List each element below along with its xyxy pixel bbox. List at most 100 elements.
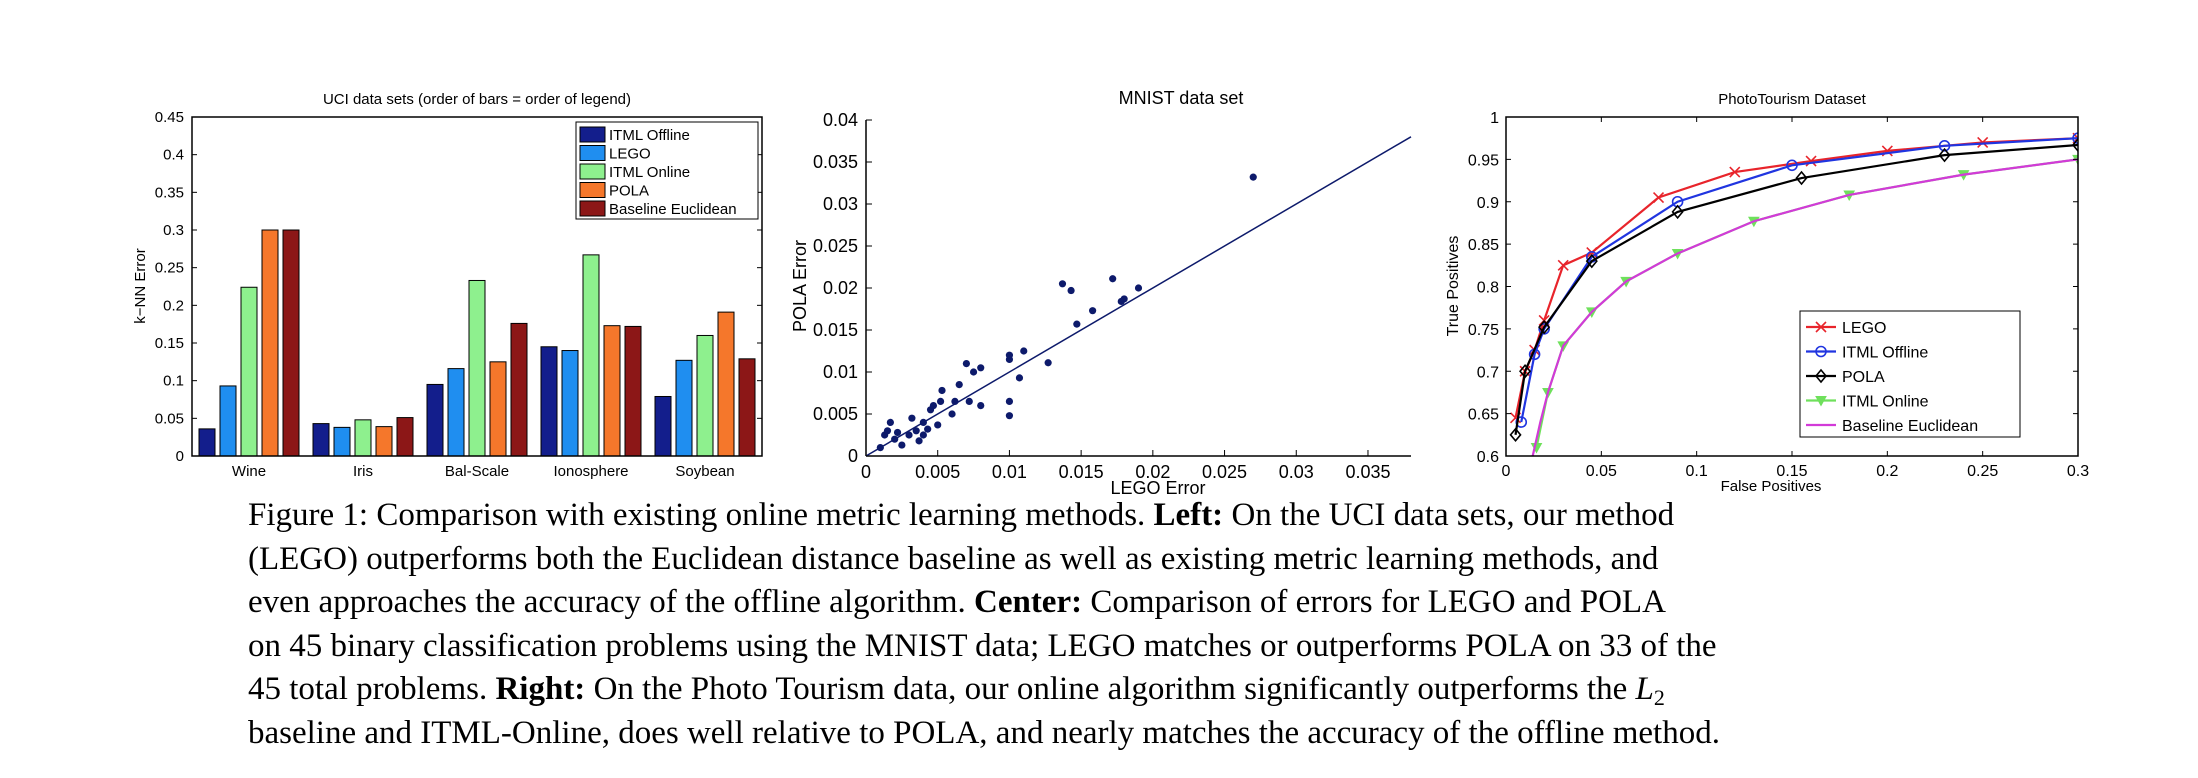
caption-line: Figure 1: Comparison with existing onlin… [248, 494, 1970, 538]
legend-box [575, 121, 759, 220]
x-tick-label: 0.02 [1135, 462, 1170, 482]
bar-bal-scale-pola [489, 361, 507, 457]
y-tick-label: 0.6 [1477, 449, 1499, 466]
scatter-point [1067, 286, 1075, 295]
y-tick-label: 0 [848, 446, 858, 466]
x-tick-label: 0.01 [992, 462, 1027, 482]
y-tick-label: 0.02 [823, 278, 858, 298]
scatter-point [1134, 284, 1143, 292]
scatter-point [1044, 359, 1052, 367]
x-tick-label: Soybean [675, 463, 734, 480]
caption-text: Comparison with existing online metric l… [368, 497, 1154, 533]
scatter-point [977, 364, 985, 372]
caption-bold-label: Right: [495, 671, 586, 707]
scatter-point [886, 418, 894, 426]
marker-x [1815, 321, 1827, 333]
marker-circle [1815, 345, 1827, 358]
caption-text: (LEGO) outperforms both the Euclidean di… [248, 540, 1659, 577]
x-tick-label: 0.03 [1279, 462, 1314, 482]
legend-label: LEGO [1842, 320, 1886, 337]
bar-soybean-itml-offline [654, 395, 672, 457]
diagonal-reference-line [865, 136, 1412, 457]
scatter-point [912, 427, 920, 435]
chart-title: MNIST data set [1119, 88, 1244, 108]
legend-swatch [579, 145, 606, 161]
caption-text: Comparison of errors for LEGO and POLA [1082, 584, 1666, 620]
bar-ionosphere-baseline-euclidean [624, 325, 642, 457]
bar-wine-pola [261, 229, 279, 457]
y-tick-label: 0.01 [823, 362, 858, 382]
x-tick-label: 0.1 [1686, 463, 1708, 480]
scatter-point [908, 414, 916, 422]
scatter-chart: 0 0.005 0.01 0.015 0.02 0.025 0.03 0.035 0 0.005 0… [790, 88, 1412, 498]
y-tick-label: 1 [1490, 110, 1499, 127]
legend-swatch [579, 200, 606, 217]
bar-ionosphere-itml-online [582, 254, 600, 457]
legend-label: POLA [609, 183, 649, 200]
scatter-point [969, 368, 978, 376]
y-axis-label: True Positives [1445, 236, 1462, 337]
scatter-point [936, 397, 945, 405]
marker-circle [1786, 159, 1798, 172]
bar-soybean-lego [675, 359, 693, 457]
scatter-point [962, 360, 970, 368]
legend-swatch [579, 182, 606, 198]
caption-bold-label: Left: [1153, 497, 1224, 533]
roc-chart: 0 0.05 0.1 0.15 0.2 0.25 0.3 0.6 0.65 0.7 0.75 0.8 0… [1445, 91, 2089, 495]
scatter-point [1005, 397, 1014, 405]
figure-charts: Wine Iris Bal-Scale Ionosphere Soybean00.050… [132, 88, 2089, 498]
y-tick-label: 0.04 [823, 110, 858, 130]
caption-text: L [1635, 671, 1654, 707]
caption-text: On the Photo Tourism data, our online al… [585, 671, 1636, 707]
x-tick-label: 0.15 [1776, 463, 1807, 480]
bar-chart-frame [191, 116, 763, 457]
x-tick-label: 0.25 [1967, 463, 1998, 480]
bar-wine-baseline-euclidean [282, 229, 300, 457]
y-tick-label: 0.05 [155, 410, 184, 427]
caption-text: On the UCI data sets, our method [1223, 497, 1675, 533]
bar-bal-scale-itml-offline [426, 383, 444, 457]
marker-diamond [1671, 204, 1684, 220]
scatter-point [938, 386, 946, 395]
caption-bold-label: Center: [973, 584, 1083, 620]
caption-text: on 45 binary classification problems usi… [248, 627, 1717, 664]
x-tick-label: 0.05 [1586, 463, 1617, 480]
caption-line: (LEGO) outperforms both the Euclidean di… [248, 538, 1970, 582]
bar-ionosphere-pola [603, 325, 621, 457]
roc-line-baseline-euclidean [1531, 158, 2078, 456]
bar-iris-pola [375, 426, 393, 457]
legend-label: ITML Offline [1842, 345, 1928, 362]
x-tick-label: 0.015 [1059, 462, 1104, 482]
y-tick-label: 0 [176, 448, 184, 465]
scatter-point [1005, 351, 1014, 359]
roc-plot-area [1509, 132, 2078, 456]
scatter-point [1015, 374, 1024, 382]
scatter-point [965, 397, 973, 405]
marker-diamond [1509, 427, 1522, 443]
scatter-point [1120, 295, 1128, 303]
marker-circle [1938, 140, 1951, 152]
marker-x [1977, 136, 1989, 148]
caption-line: on 45 binary classification problems usi… [248, 625, 1970, 669]
scatter-point [1073, 320, 1081, 328]
caption-text: Figure 1: [248, 497, 369, 533]
scatter-point [915, 437, 923, 445]
y-tick-label: 0.9 [1477, 195, 1499, 212]
y-tick-label: 0.25 [155, 260, 184, 277]
y-tick-label: 0.35 [155, 184, 184, 201]
x-tick-label: 0.2 [1876, 463, 1898, 480]
bar-iris-lego [333, 426, 351, 457]
x-tick-label: 0.3 [2067, 463, 2089, 480]
y-tick-label: 0.45 [155, 109, 184, 126]
legend-label: ITML Online [1842, 394, 1929, 411]
scatter-point [905, 431, 913, 439]
y-tick-label: 0.8 [1477, 280, 1499, 297]
scatter-point [898, 441, 906, 449]
scatter-point [929, 402, 938, 410]
scatter-point [1020, 347, 1028, 355]
scatter-point [934, 421, 942, 429]
y-tick-label: 0.4 [163, 147, 184, 164]
caption-text: 45 total problems. [248, 671, 496, 707]
caption-line: baseline and ITML-Online, does well rela… [248, 712, 1970, 756]
